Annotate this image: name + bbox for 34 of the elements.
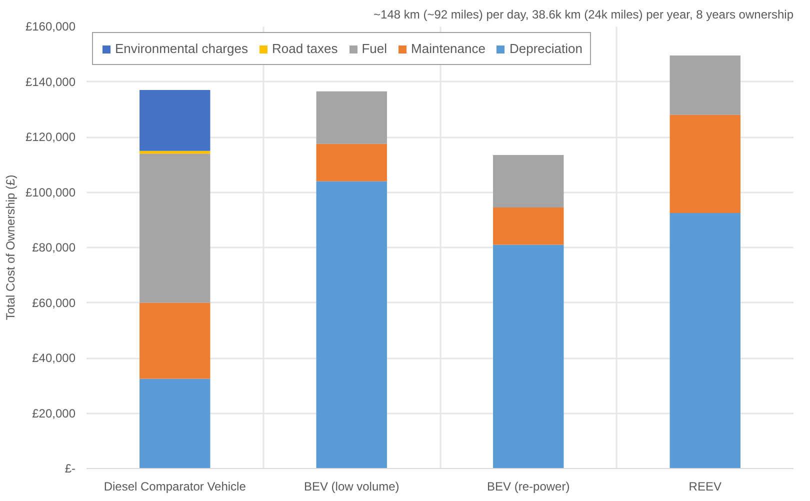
y-tick-label: £40,000 [32,351,76,365]
y-tick-label: £120,000 [25,130,76,144]
x-tick-label: REEV [688,480,722,494]
y-axis-title: Total Cost of Ownership (£) [3,174,18,320]
bar [140,302,210,379]
bar [140,378,210,468]
bar [316,181,387,468]
x-tick-label: BEV (low volume) [304,480,400,494]
bar [140,150,210,154]
legend-label: Depreciation [509,41,582,56]
bar [670,212,740,468]
y-tick-label: £100,000 [25,185,76,200]
x-tick-label: BEV (re-power) [487,480,570,494]
bar [140,90,210,151]
bar [316,91,387,144]
y-tick-label: £60,000 [32,296,76,310]
bar [316,144,387,182]
y-tick-label: £140,000 [25,74,76,89]
y-tick-label: £160,000 [25,20,76,34]
x-tick-label: Diesel Comparator Vehicle [104,480,246,494]
y-tick-label: £- [64,462,76,476]
chart-title: ~148 km (~92 miles) per day, 38.6k km (24k miles) per year, 8 years ownership [374,8,794,22]
bar [493,244,564,468]
bar [670,56,740,115]
bar [670,114,740,213]
legend-label: Maintenance [411,41,486,56]
legend-label: Fuel [362,41,388,56]
bar [140,154,210,303]
legend-label: Road taxes [272,41,338,56]
bar [493,154,564,208]
legend-label: Environmental charges [115,41,248,56]
bar [493,207,564,245]
y-tick-label: £80,000 [32,240,76,254]
y-tick-label: £20,000 [32,406,76,420]
